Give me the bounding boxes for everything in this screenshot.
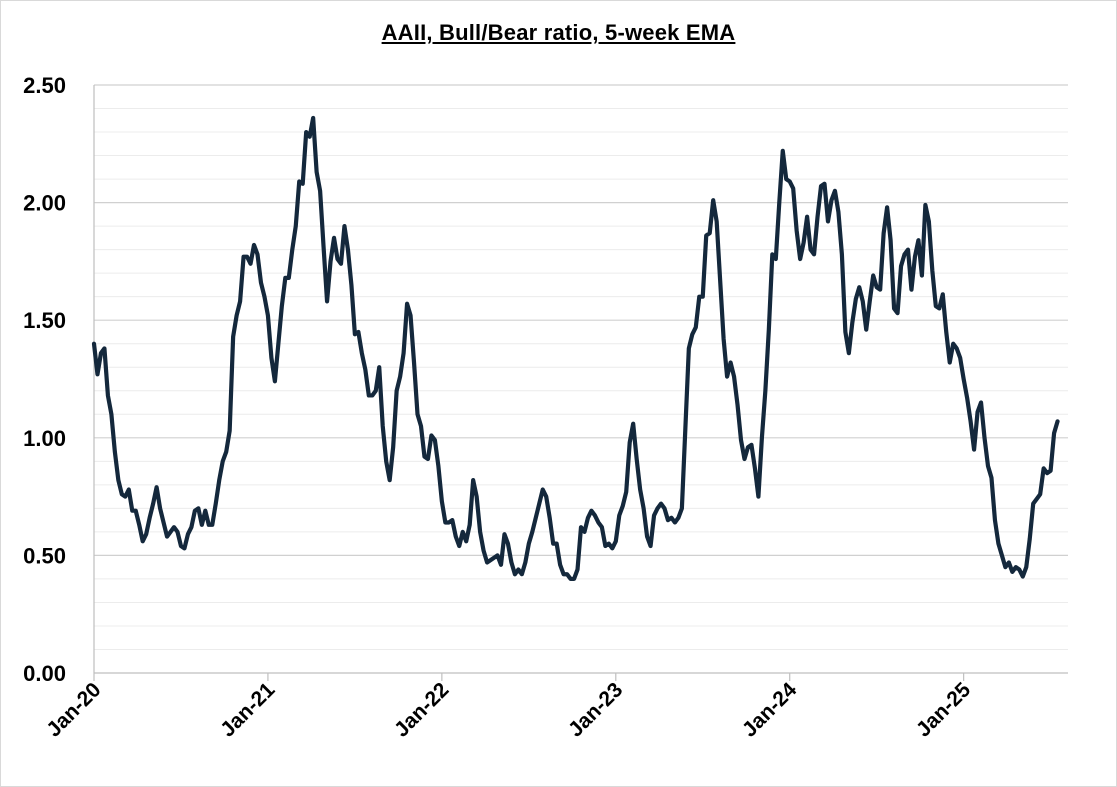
chart-title: AAII, Bull/Bear ratio, 5-week EMA [381,20,736,45]
series-line-0 [91,115,1060,582]
y-tick-label: 0.00 [23,661,66,686]
minor-gridlines [94,108,1068,650]
y-tick-label: 1.00 [23,426,66,451]
y-axis-ticks: 0.00 0.50 1.00 1.50 2.00 2.50 [23,73,66,686]
chart-axes [93,85,1068,681]
x-axis-ticks: Jan-20 Jan-21 Jan-22 Jan-23 Jan-24 Jan-25 [42,678,975,742]
y-tick-label: 0.50 [23,543,66,568]
x-tick-label: Jan-22 [390,678,453,741]
x-tick-label: Jan-21 [216,678,280,742]
y-tick-label: 2.00 [23,191,66,216]
x-tick-label: Jan-23 [564,678,627,741]
y-tick-label: 1.50 [23,308,66,333]
x-tick-label: Jan-24 [738,678,802,742]
series-group [91,115,1060,582]
major-gridlines [94,84,1068,557]
x-tick-label: Jan-25 [912,678,976,742]
x-tick-label: Jan-20 [42,678,105,741]
y-tick-label: 2.50 [23,73,66,98]
